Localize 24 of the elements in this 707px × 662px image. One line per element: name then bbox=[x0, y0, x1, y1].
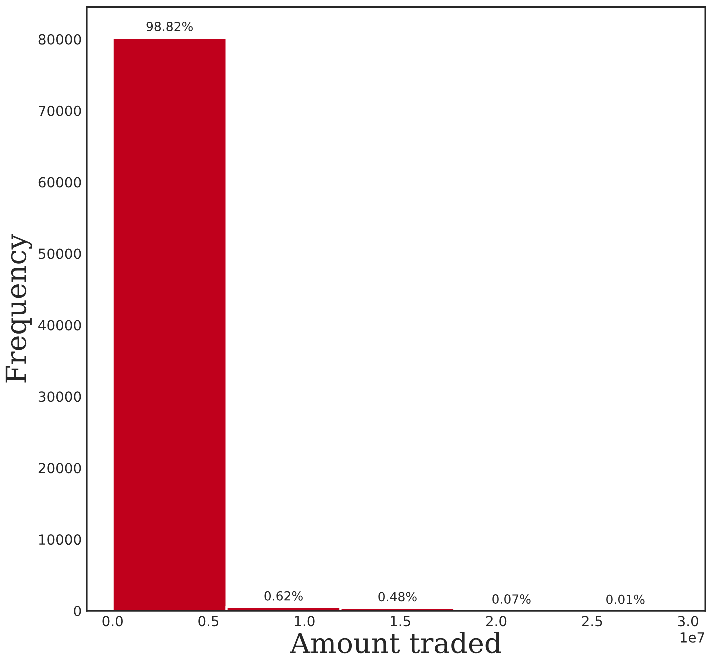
annotation: 0.48% bbox=[378, 592, 417, 602]
x-tick-label: 2.5 bbox=[582, 616, 602, 627]
annotation: 0.01% bbox=[606, 594, 645, 604]
y-tick-label: 80000 bbox=[38, 34, 82, 45]
x-axis-title: Amount traded bbox=[290, 632, 502, 654]
annotation: 0.62% bbox=[264, 591, 303, 601]
x-tick-label: 2.0 bbox=[486, 616, 507, 627]
x-tick-label: 0.0 bbox=[102, 616, 123, 627]
y-tick-label: 20000 bbox=[38, 463, 82, 474]
x-tick-label: 1.0 bbox=[295, 616, 315, 627]
y-tick-label: 0 bbox=[74, 606, 82, 616]
text: 1e7 bbox=[680, 632, 704, 643]
annotation: 98.82% bbox=[146, 22, 193, 32]
x-tick-label: 1.5 bbox=[391, 616, 410, 627]
x-tick-label: 0.5 bbox=[198, 616, 219, 627]
y-tick-label: 60000 bbox=[38, 177, 82, 188]
y-tick-label: 10000 bbox=[39, 534, 82, 546]
y-tick-label: 30000 bbox=[38, 392, 82, 402]
y-tick-label: 70000 bbox=[39, 106, 82, 116]
annotation: 0.07% bbox=[492, 594, 531, 604]
y-axis-title: Frequency bbox=[6, 234, 32, 383]
x-tick-label: 3.0 bbox=[678, 616, 698, 627]
y-tick-label: 40000 bbox=[38, 320, 82, 331]
y-tick-label: 50000 bbox=[38, 248, 82, 260]
